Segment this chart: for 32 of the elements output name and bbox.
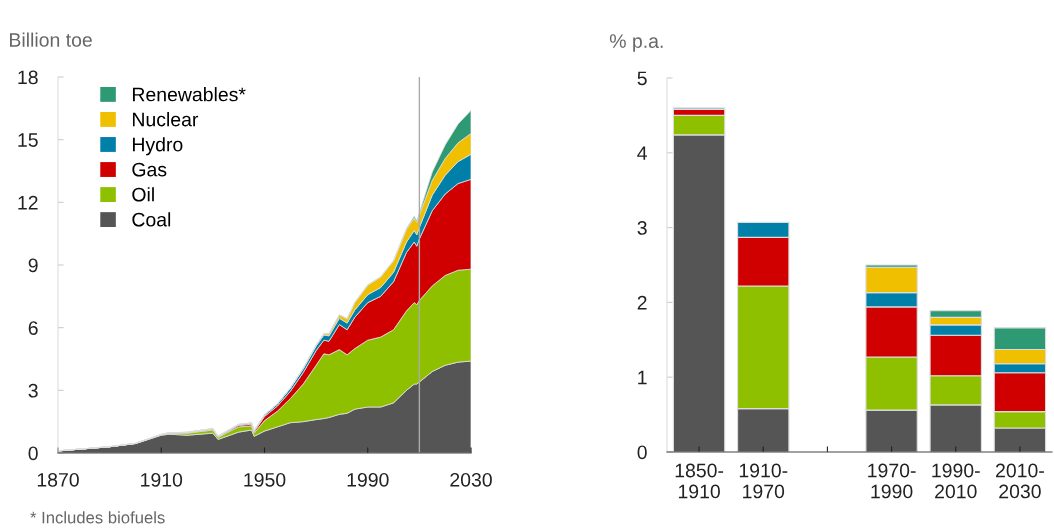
y-tick-label: 12 (18, 195, 38, 210)
y-tick-label: 9 (28, 258, 38, 273)
y-tick-label: 2 (637, 295, 647, 310)
x-tick-label: 1850- 1910 (675, 463, 724, 499)
y-tick-label: 5 (637, 71, 647, 86)
legend-label: Hydro (132, 137, 183, 156)
y-tick-label: 6 (28, 321, 38, 335)
y-tick-label: 1 (638, 370, 647, 385)
x-tick-label: 1870 (37, 472, 79, 487)
legend-label: Coal (132, 212, 171, 227)
y-axis-title: Billion toe (10, 32, 92, 47)
text: * Includes biofuels (30, 511, 165, 524)
legend-label: Gas (132, 162, 167, 177)
x-tick-label: 2030 (450, 472, 492, 487)
y-tick-label: 0 (28, 446, 38, 461)
y-tick-label: 3 (28, 383, 38, 398)
legend-label: Nuclear (132, 112, 199, 127)
x-tick-label: 1970- 1990 (868, 463, 916, 499)
x-tick-label: 1990 (347, 472, 389, 487)
y-tick-label: 4 (637, 146, 647, 160)
y-tick-label: 15 (18, 133, 38, 147)
x-tick-label: 1910- 1970 (739, 463, 788, 499)
y-tick-label: 18 (18, 70, 38, 85)
legend-label: Oil (132, 187, 154, 202)
legend-label: Renewables* (132, 87, 246, 102)
y-tick-label: 3 (637, 221, 647, 235)
y-tick-label: 0 (637, 445, 647, 460)
x-tick-label: 1990- 2010 (932, 463, 980, 499)
y-axis-title: % p.a. (609, 34, 663, 52)
x-tick-label: 2010- 2030 (996, 463, 1044, 499)
x-tick-label: 1910 (141, 472, 183, 487)
x-tick-label: 1950 (244, 472, 286, 487)
